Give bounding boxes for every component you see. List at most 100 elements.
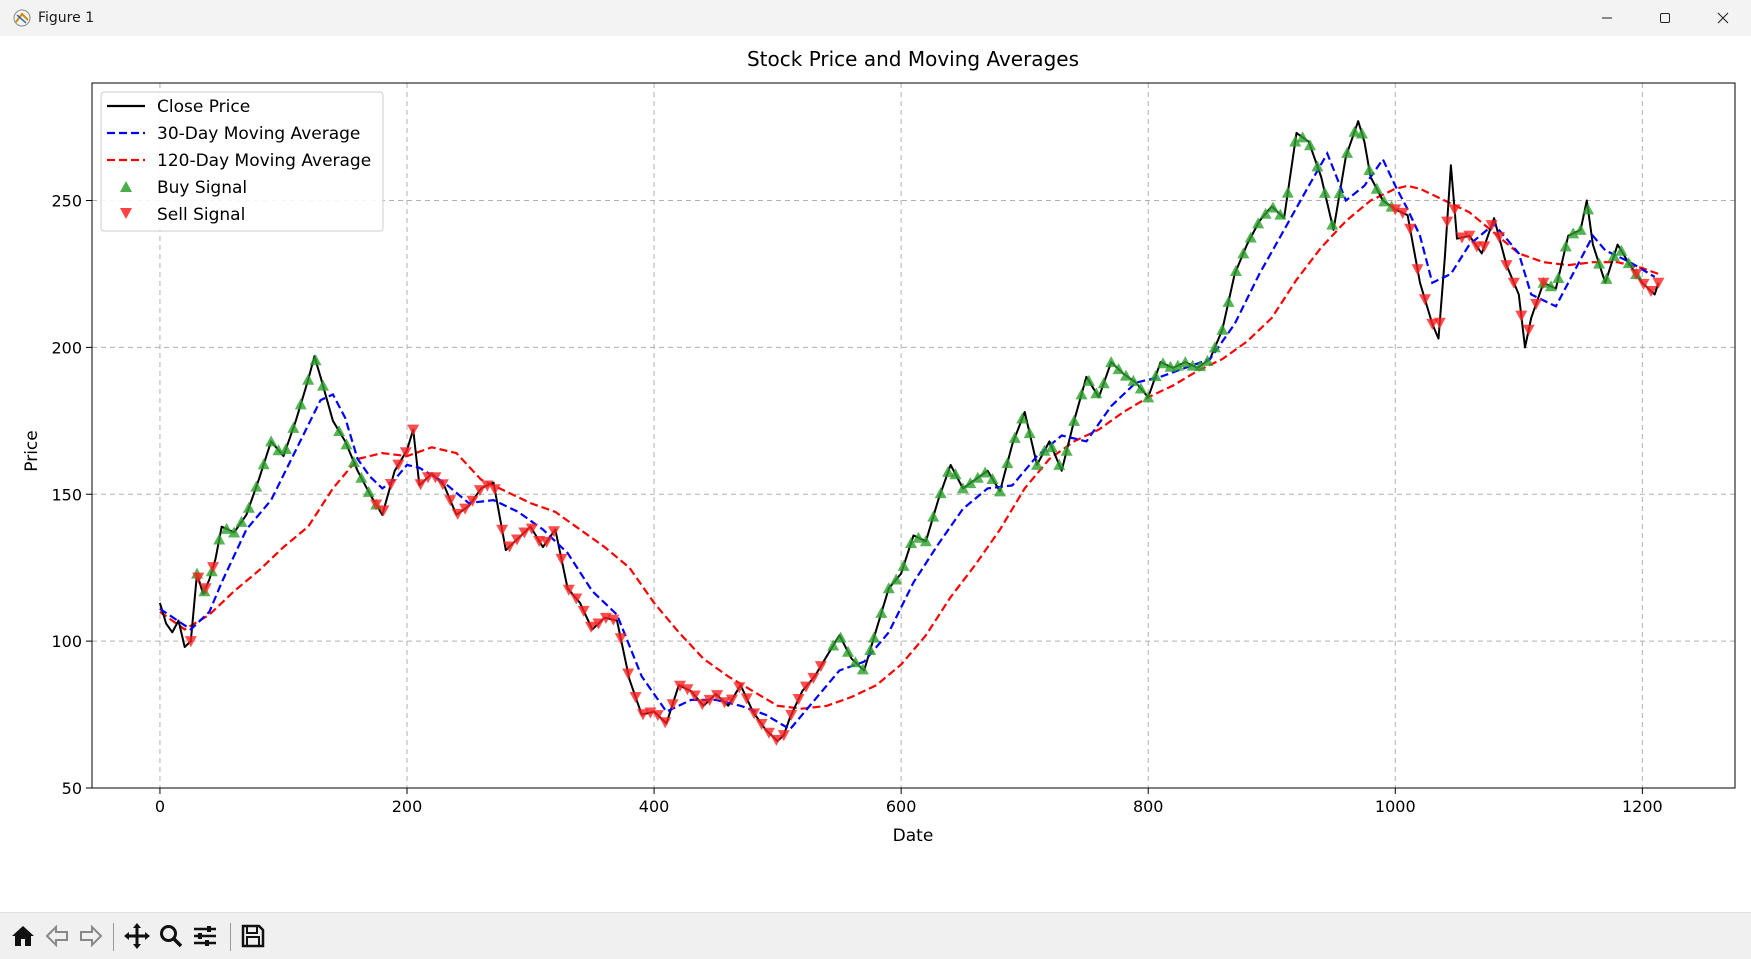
buy-signal-marker <box>1574 223 1587 235</box>
back-button[interactable] <box>40 919 74 953</box>
buy-signal-marker <box>1001 457 1014 469</box>
buy-signal-marker <box>842 645 855 657</box>
forward-button[interactable] <box>74 919 108 953</box>
buy-signal-marker <box>1274 208 1287 220</box>
app-icon <box>13 9 31 27</box>
sell-signal-marker <box>518 527 531 539</box>
sell-signal-marker <box>1389 204 1402 216</box>
buy-signal-marker <box>1016 412 1029 424</box>
buy-signal-marker <box>1615 244 1628 256</box>
buy-signal-marker <box>220 522 233 534</box>
configure-button[interactable] <box>188 919 222 953</box>
buy-signal-marker <box>949 468 962 480</box>
buy-signal-marker <box>1216 323 1229 335</box>
home-button[interactable] <box>6 919 40 953</box>
minimize-button[interactable] <box>1578 0 1636 36</box>
sell-signal-marker <box>392 459 405 471</box>
close-line <box>158 120 1660 742</box>
sell-signal-marker <box>1448 204 1461 216</box>
sell-signal-marker <box>1537 277 1550 289</box>
y-tick-label: 250 <box>51 192 82 211</box>
sell-signal-marker <box>1418 294 1431 306</box>
buy-signal-marker <box>257 458 270 470</box>
buy-signal-marker <box>1031 458 1044 470</box>
buy-signal-marker <box>934 487 947 499</box>
sell-signal-marker <box>1630 268 1643 280</box>
sell-signal-marker <box>207 562 220 574</box>
legend-ma120-label: 120-Day Moving Average <box>157 151 371 171</box>
save-icon <box>241 924 265 948</box>
sell-signal-marker <box>1652 277 1665 289</box>
buy-signal-marker <box>1252 217 1265 229</box>
legend-sell-marker <box>120 208 132 219</box>
sell-signal-marker <box>436 479 449 491</box>
sell-signal-marker <box>703 694 716 706</box>
sell-signal-marker <box>481 480 494 492</box>
sell-signal-marker <box>1411 264 1424 276</box>
sell-signal-marker <box>570 593 583 605</box>
buy-signal-marker <box>849 656 862 668</box>
chart-title: Stock Price and Moving Averages <box>747 47 1079 71</box>
sell-signal-marker <box>1396 207 1409 219</box>
buy-signal-marker <box>919 535 932 547</box>
sell-signal-marker <box>548 526 561 538</box>
save-button[interactable] <box>236 919 270 953</box>
buy-signal-marker <box>1105 356 1118 368</box>
sell-signal-marker <box>1455 232 1468 244</box>
navigation-toolbar <box>0 912 1751 959</box>
sell-signal-marker <box>770 734 783 746</box>
pan-icon <box>124 923 150 949</box>
sell-signal-marker <box>651 710 664 722</box>
buy-signal-marker <box>1581 203 1594 215</box>
buy-signal-marker <box>1600 272 1613 284</box>
buy-signal-marker <box>942 465 955 477</box>
buy-signal-marker <box>1112 363 1125 375</box>
buy-signal-marker <box>882 582 895 594</box>
zoom-button[interactable] <box>154 919 188 953</box>
buy-signal-marker <box>864 643 877 655</box>
forward-icon <box>80 924 103 948</box>
buy-signal-marker <box>1179 356 1192 368</box>
x-tick-label: 800 <box>1133 797 1164 816</box>
buy-signal-marker <box>1134 382 1147 394</box>
sell-signal-marker <box>659 717 672 729</box>
buy-signal-marker <box>986 472 999 484</box>
buy-signal-marker <box>302 373 315 385</box>
buy-signal-marker <box>1194 360 1207 372</box>
buy-signal-marker <box>1544 280 1557 292</box>
buy-signal-marker <box>1045 441 1058 453</box>
close-button[interactable] <box>1694 0 1751 36</box>
buy-signal-marker <box>834 631 847 643</box>
pan-button[interactable] <box>120 919 154 953</box>
sell-signal-marker <box>666 699 679 711</box>
buy-signal-marker <box>1075 388 1088 400</box>
y-tick-label: 100 <box>51 632 82 651</box>
buy-signal-marker <box>1097 377 1110 389</box>
sell-signal-marker <box>711 690 724 702</box>
buy-signal-marker <box>213 533 226 545</box>
plot-frame <box>91 82 1736 789</box>
sell-signal-marker <box>525 523 538 535</box>
sell-signal-marker <box>199 583 212 595</box>
buy-signal-marker <box>287 421 300 433</box>
sell-signal-marker <box>1433 317 1446 329</box>
buy-signal-marker <box>1281 186 1294 198</box>
sell-signal-marker <box>800 681 813 693</box>
window-titlebar: Figure 1 <box>0 0 1751 36</box>
buy-signal-marker <box>265 435 278 447</box>
figure-canvas[interactable]: 0 200 400 600 800 1000 1200 50 100 150 200 250 Stoc… <box>0 36 1751 912</box>
legend-ma30-label: 30-Day Moving Average <box>157 124 360 144</box>
window-title: Figure 1 <box>38 10 95 26</box>
buy-signal-marker <box>1378 195 1391 207</box>
buy-signal-marker <box>1082 374 1095 386</box>
buy-signal-marker <box>1289 135 1302 147</box>
buy-signal-marker <box>1311 160 1324 172</box>
buy-signal-marker <box>1208 341 1221 353</box>
sell-signal-marker <box>614 633 627 645</box>
buy-signal-marker <box>1222 295 1235 307</box>
buy-signal-marker <box>1552 272 1565 284</box>
buy-signal-marker <box>1266 201 1279 213</box>
buy-signal-marker <box>1023 427 1036 439</box>
maximize-button[interactable] <box>1636 0 1694 36</box>
sell-signal-marker <box>1522 324 1535 336</box>
